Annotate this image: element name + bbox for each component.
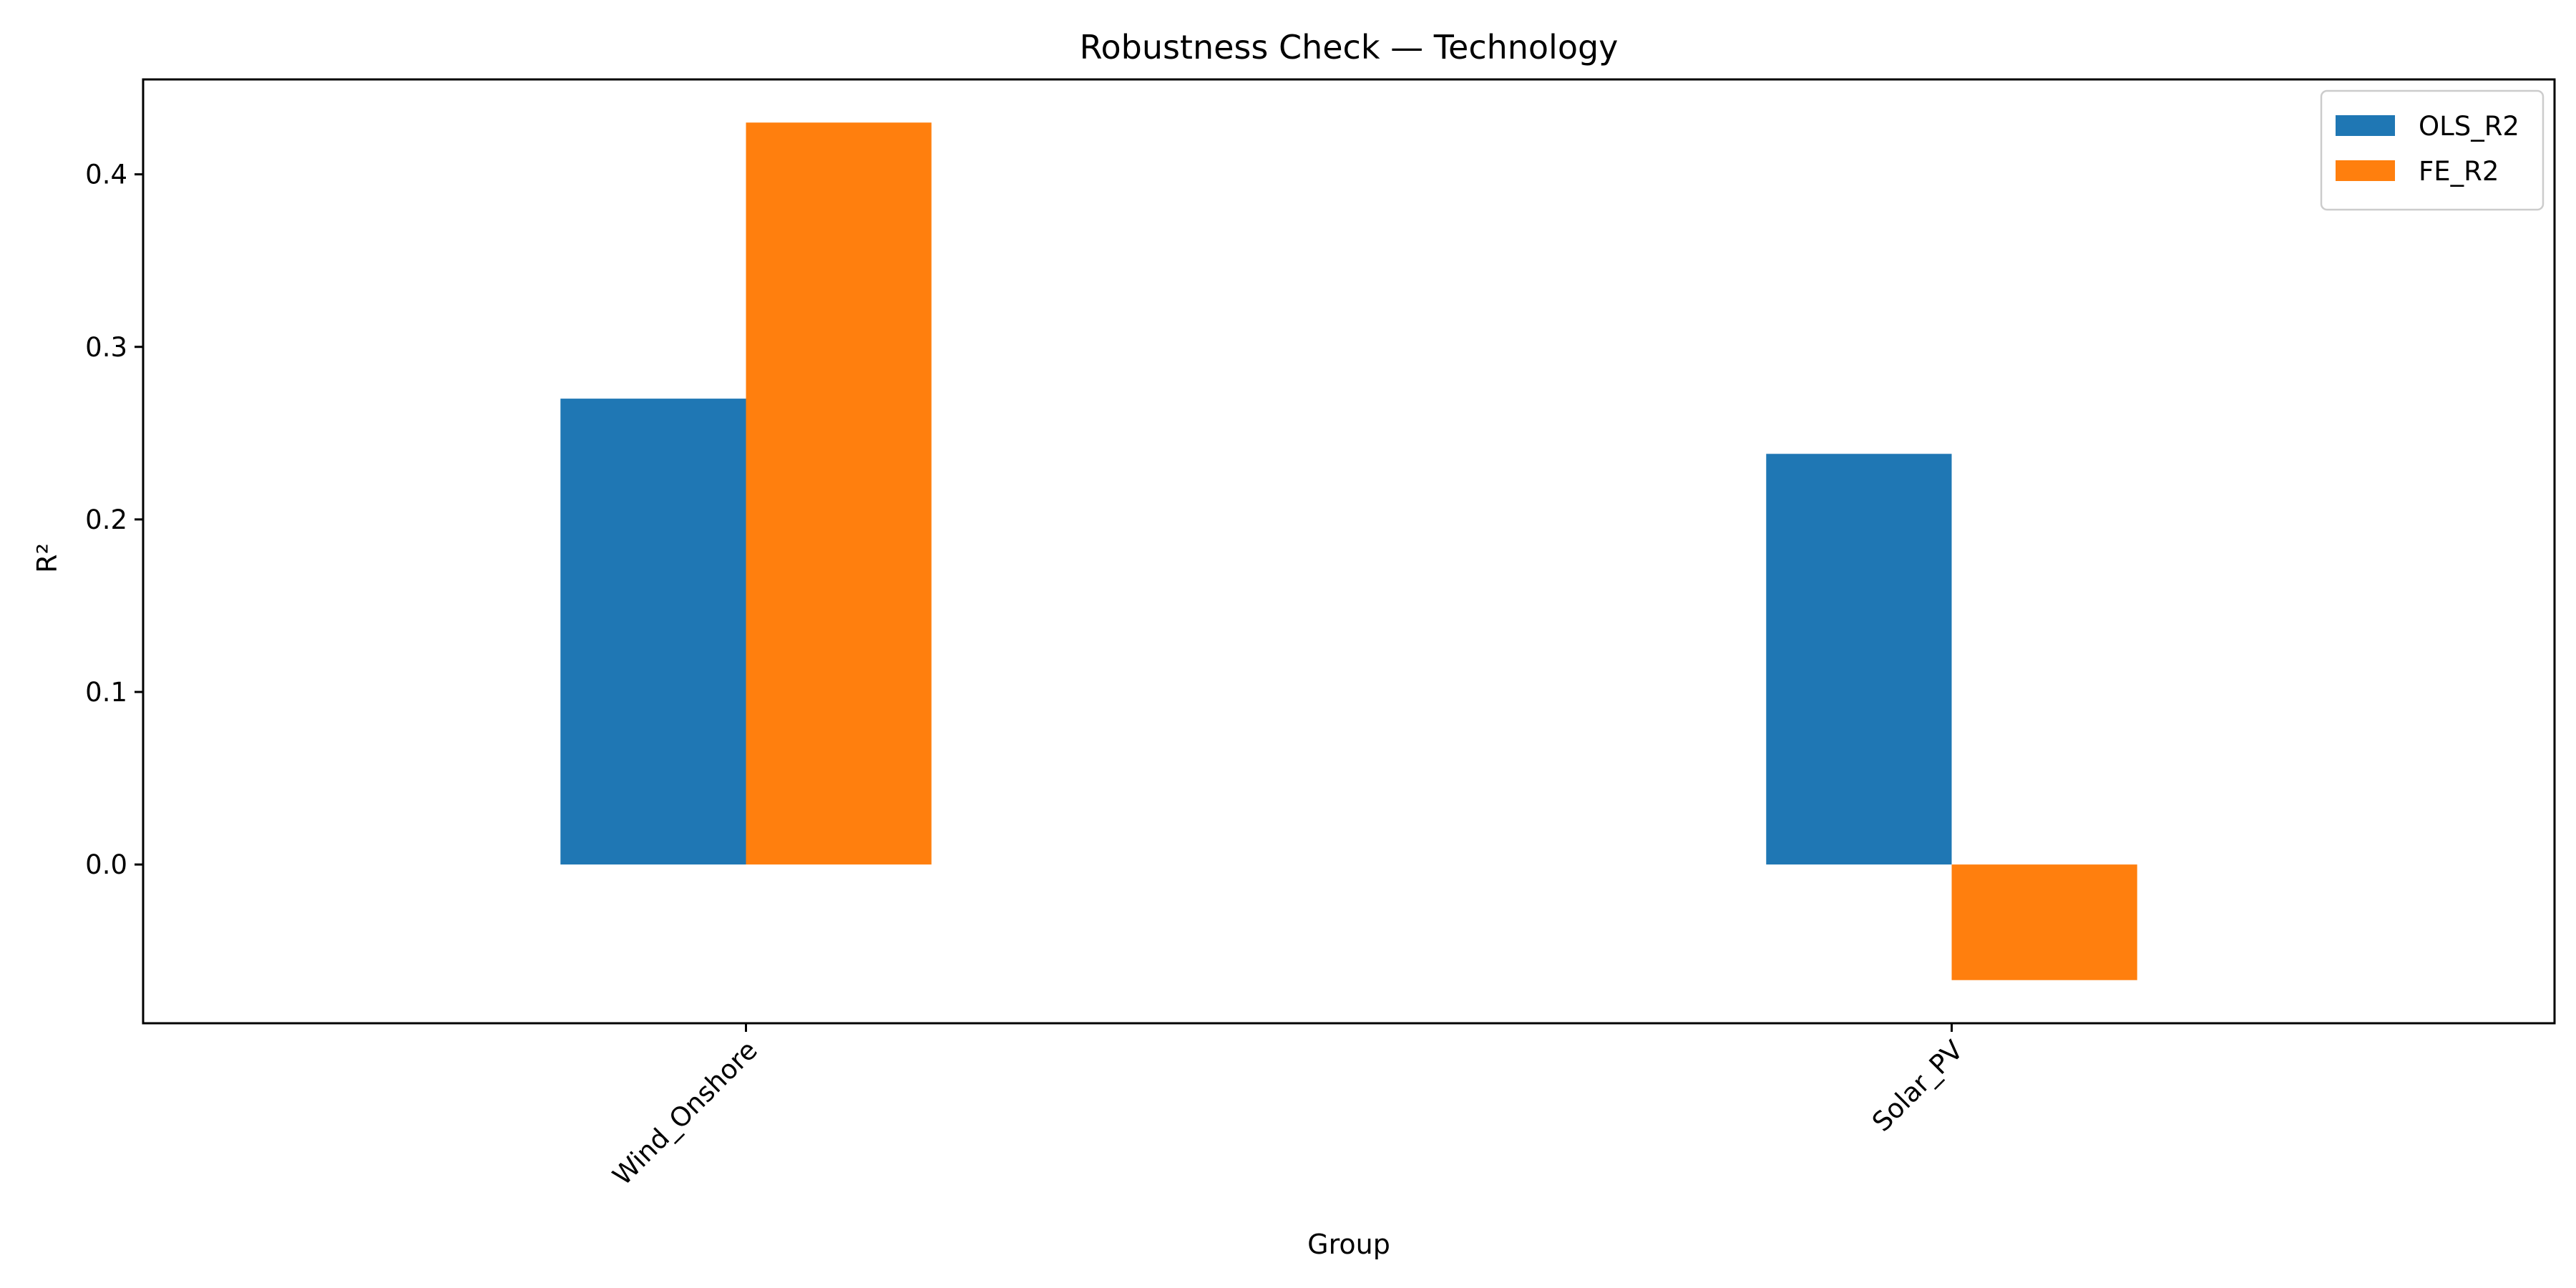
- y-tick-label: 0.2: [85, 504, 127, 535]
- legend-swatch-OLS_R2: [2336, 115, 2395, 136]
- chart-title: Robustness Check — Technology: [1080, 28, 1619, 67]
- y-tick-label: 0.3: [85, 332, 127, 363]
- plot-frame: [142, 78, 2556, 1025]
- legend-swatch-FE_R2: [2336, 160, 2395, 181]
- y-tick-label: 0.1: [85, 677, 127, 708]
- x-axis: Wind_Onshore Solar_PV: [607, 1023, 1969, 1191]
- y-axis-label: R²: [31, 543, 63, 573]
- y-tick-label: 0.4: [85, 160, 127, 190]
- legend-box: [2320, 89, 2545, 211]
- x-axis-label: Group: [1307, 1229, 1390, 1260]
- x-tick-label: Wind_Onshore: [607, 1035, 763, 1191]
- y-axis: 0.0 0.1 0.2 0.3 0.4: [85, 160, 143, 880]
- bars-layer: [560, 122, 2137, 980]
- bar-OLS_R2-Solar_PV: [1766, 454, 1952, 865]
- bar-OLS_R2-Wind_Onshore: [560, 399, 746, 865]
- y-tick-label: 0.0: [85, 849, 127, 880]
- legend: OLS_R2 FE_R2: [2320, 89, 2545, 211]
- bar-FE_R2-Wind_Onshore: [746, 122, 932, 865]
- legend-label-OLS_R2: OLS_R2: [2419, 111, 2519, 142]
- bar-FE_R2-Solar_PV: [1951, 864, 2137, 980]
- x-tick-label: Solar_PV: [1866, 1035, 1969, 1138]
- legend-label-FE_R2: FE_R2: [2419, 156, 2499, 187]
